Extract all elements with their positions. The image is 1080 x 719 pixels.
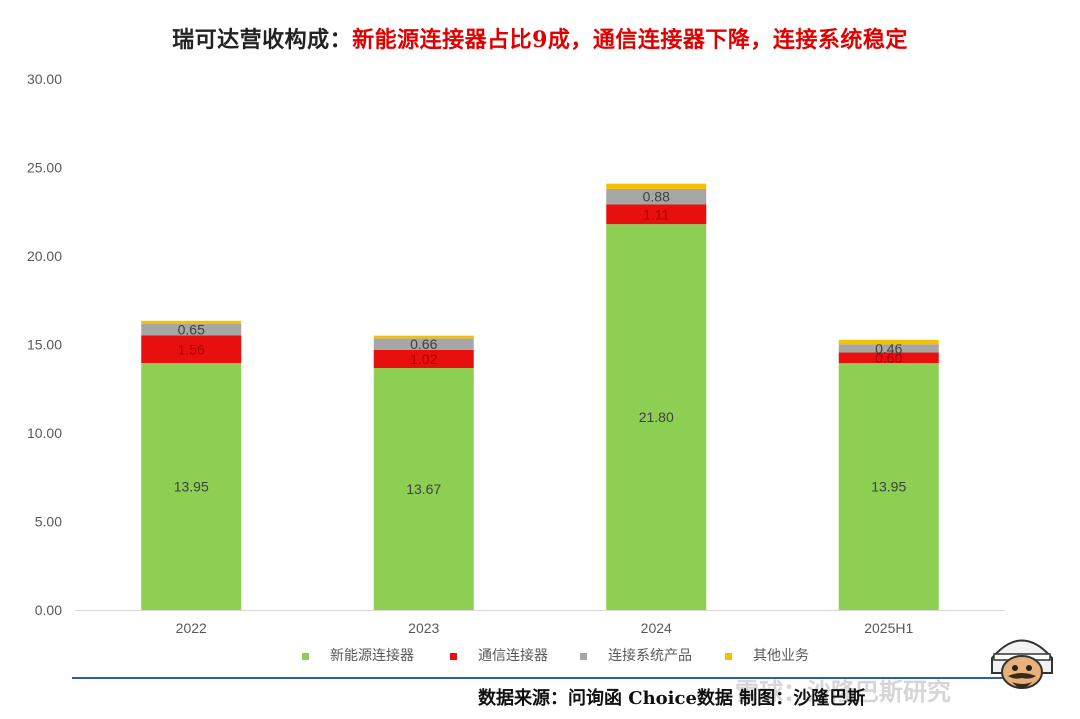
data-label: 13.95	[174, 479, 209, 495]
data-label: 1.56	[178, 341, 205, 357]
y-tick-label: 25.00	[27, 160, 62, 176]
bar-segment	[373, 368, 474, 610]
bar-segment	[141, 323, 242, 336]
data-label: 0.66	[410, 336, 437, 352]
x-tick-label: 2022	[176, 620, 207, 636]
bar-segment	[606, 183, 707, 189]
bar-segment	[141, 320, 242, 324]
x-tick-label: 2024	[641, 620, 672, 636]
bar-segment	[606, 224, 707, 610]
y-tick-label: 10.00	[27, 425, 62, 441]
legend-swatch	[725, 653, 732, 660]
bar-segment	[838, 363, 939, 610]
legend-swatch	[450, 653, 457, 660]
bar-segment	[606, 204, 707, 225]
chart-title: 瑞可达营收构成：新能源连接器占比9成，通信连接器下降，连接系统稳定	[0, 22, 1080, 54]
data-label: 0.65	[178, 322, 205, 338]
bar-segment	[141, 363, 242, 610]
legend-swatch	[302, 653, 309, 660]
watermark: 雪球：沙隆巴斯研究	[735, 678, 951, 706]
data-label: 1.02	[410, 351, 437, 367]
bar-segment	[141, 335, 242, 364]
y-tick-label: 15.00	[27, 337, 62, 353]
title-part2: 新能源连接器占比9成，通信连接器下降，连接系统稳定	[352, 27, 908, 53]
bar-segment	[373, 335, 474, 339]
y-tick-label: 0.00	[35, 602, 62, 618]
bar-segment	[838, 339, 939, 345]
legend-swatch	[580, 653, 587, 660]
data-source: 数据来源：问询函 Choice数据 制图：沙隆巴斯	[478, 688, 866, 709]
x-tick-label: 2023	[408, 620, 439, 636]
data-label: 0.60	[875, 350, 902, 366]
data-label: 0.88	[643, 189, 670, 205]
bar-segment	[606, 188, 707, 205]
legend-label: 连接系统产品	[608, 647, 692, 664]
x-tick-label: 2025H1	[864, 620, 913, 636]
y-tick-label: 30.00	[27, 71, 62, 87]
bar-segment	[838, 352, 939, 364]
data-label: 21.80	[639, 409, 674, 425]
bar-segment	[373, 338, 474, 350]
legend-label: 通信连接器	[478, 647, 548, 664]
bar-segment	[373, 349, 474, 369]
data-label: 0.46	[875, 340, 902, 356]
bar-segment	[838, 344, 939, 353]
legend-label: 新能源连接器	[330, 647, 414, 664]
title-part1: 瑞可达营收构成：	[172, 27, 353, 53]
mascot-icon	[991, 639, 1053, 689]
data-label: 1.11	[643, 206, 669, 222]
data-label: 13.95	[871, 479, 906, 495]
source-divider	[72, 677, 1007, 679]
y-tick-label: 20.00	[27, 248, 62, 264]
legend-label: 其他业务	[753, 648, 809, 664]
data-label: 13.67	[406, 481, 441, 497]
y-tick-label: 5.00	[35, 514, 62, 530]
